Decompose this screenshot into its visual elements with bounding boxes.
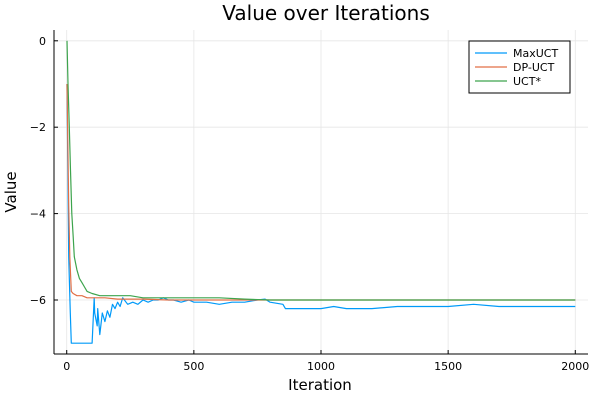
series-line-maxuct (66, 83, 576, 344)
x-tick-label: 1000 (307, 360, 335, 373)
x-tick-label: 2000 (561, 360, 589, 373)
y-tick-label: −6 (30, 294, 46, 307)
chart-title: Value over Iterations (222, 1, 430, 25)
axis-ticks: 0 500 1000 1500 2000 0 −2 −4 −6 (30, 35, 590, 373)
y-tick-label: −2 (30, 121, 46, 134)
x-tick-label: 1500 (434, 360, 462, 373)
y-tick-label: −4 (30, 208, 46, 221)
series-layer (66, 40, 576, 344)
series-line-uct (66, 40, 576, 301)
x-axis-label: Iteration (288, 376, 352, 394)
legend-box (468, 40, 571, 94)
x-tick-label: 500 (183, 360, 204, 373)
x-tick-label: 0 (63, 360, 70, 373)
legend-label-uct: UCT* (513, 75, 541, 88)
y-tick-label: 0 (39, 35, 46, 48)
y-axis-label: Value (2, 171, 20, 212)
legend-label-dp-uct: DP-UCT (513, 61, 555, 74)
legend-label-maxuct: MaxUCT (513, 47, 558, 60)
